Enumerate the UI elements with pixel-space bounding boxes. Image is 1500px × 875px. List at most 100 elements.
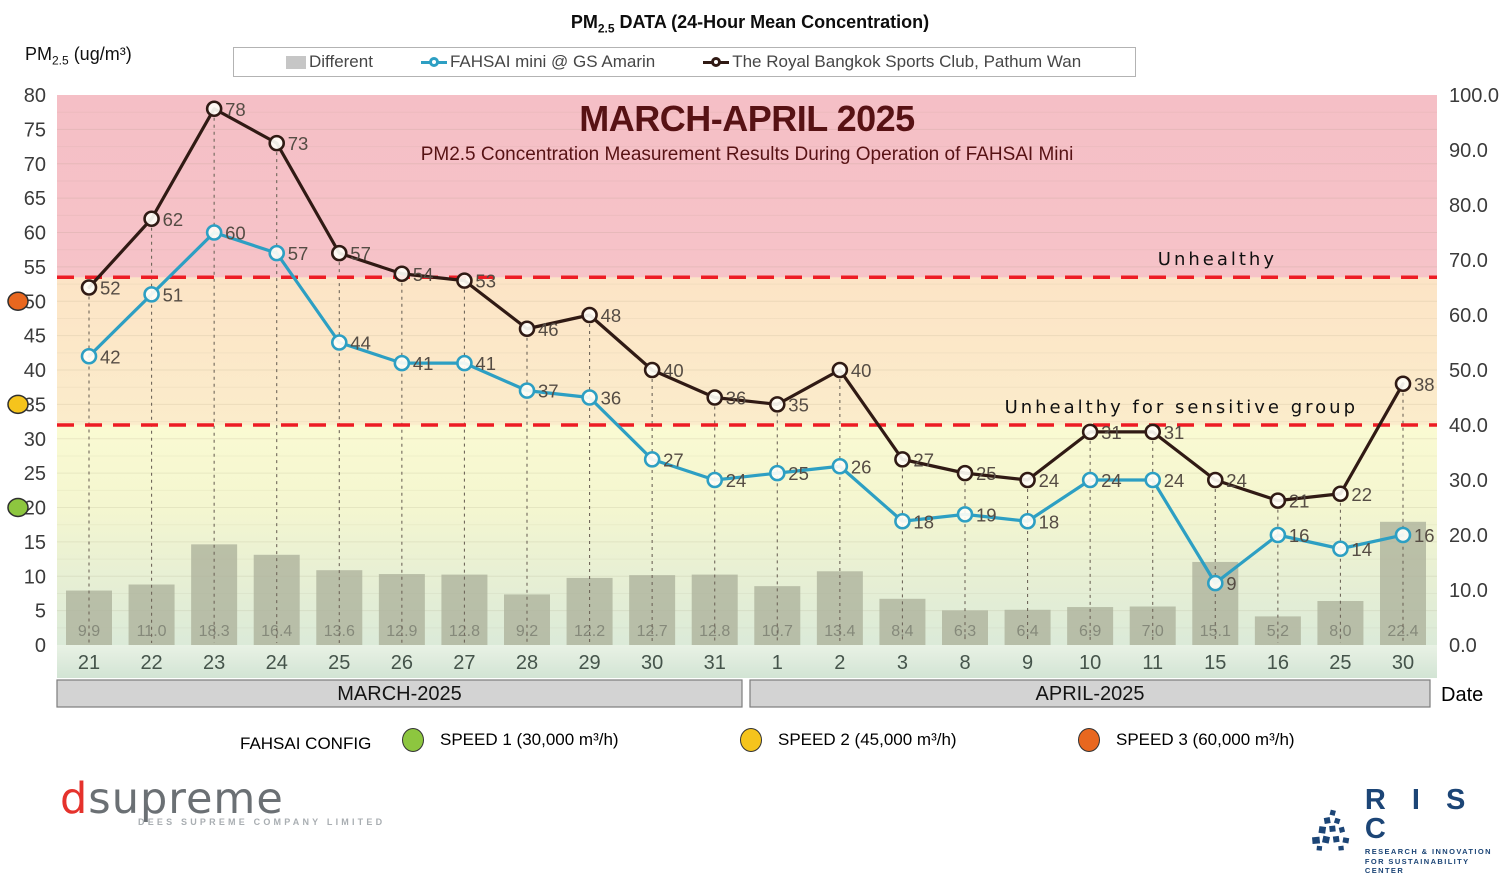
date-tick: 1 — [772, 652, 783, 674]
data-point — [268, 134, 286, 152]
data-point — [706, 471, 724, 489]
date-tick: 25 — [328, 652, 350, 674]
date-tick: 30 — [641, 652, 663, 674]
bar-label: 16.4 — [261, 623, 292, 640]
speed3-dot-icon — [1078, 728, 1100, 752]
speed-dot-icon — [7, 497, 29, 518]
right-axis-tick: 20.0 — [1449, 525, 1488, 547]
risc-tagline-1: RESEARCH & INNOVATION — [1364, 847, 1492, 856]
data-point — [581, 389, 598, 406]
point-label: 73 — [288, 133, 309, 154]
line-marker-icon — [703, 55, 730, 69]
point-label: 62 — [163, 209, 184, 230]
bar-label: 12.2 — [574, 623, 605, 640]
point-label: 25 — [788, 463, 809, 484]
data-point — [1332, 485, 1349, 503]
data-point — [1332, 540, 1349, 558]
left-axis-tick: 65 — [24, 188, 46, 210]
speed1-label: SPEED 1 (30,000 m³/h) — [440, 730, 619, 749]
point-label: 57 — [350, 243, 371, 264]
data-point — [581, 306, 598, 324]
point-label: 24 — [1164, 470, 1185, 491]
data-point — [1019, 512, 1036, 530]
point-label: 36 — [726, 388, 747, 409]
data-point — [518, 320, 536, 338]
point-label: 42 — [100, 346, 121, 367]
data-point — [1269, 526, 1287, 544]
left-axis-tick: 35 — [24, 394, 46, 416]
drop-lines — [88, 117, 1404, 643]
data-point — [330, 334, 348, 351]
date-tick: 8 — [959, 652, 970, 674]
date-tick: 30 — [1392, 652, 1414, 674]
point-label: 60 — [225, 223, 246, 244]
data-point — [1206, 471, 1224, 489]
page-title: PM2.5 DATA (24-Hour Mean Concentration) — [570, 12, 930, 36]
month-band — [749, 679, 1431, 708]
point-label: 22 — [1351, 484, 1372, 505]
data-point — [330, 244, 348, 262]
data-point — [1394, 375, 1412, 393]
line-series-fahsai: 42 51 60 57 44 41 41 37 36 27 24 25 26 18 19 18 24 24 9 16 1… — [80, 223, 1435, 594]
data-point — [1144, 471, 1162, 489]
speed2-label: SPEED 2 (45,000 m³/h) — [778, 730, 957, 749]
config-speed-3: SPEED 3 (60,000 m³/h) — [1078, 728, 1295, 752]
point-label: 40 — [663, 360, 684, 381]
right-axis-tick: 80.0 — [1449, 195, 1488, 217]
point-label: 24 — [1039, 470, 1060, 491]
data-point — [1269, 492, 1287, 509]
config-legend-title: FAHSAI CONFIG — [240, 734, 372, 753]
point-label: 37 — [538, 381, 559, 402]
data-point — [894, 451, 911, 468]
date-tick: 24 — [266, 652, 288, 674]
chart-subtitle: PM2.5 Concentration Measurement Results … — [421, 144, 1074, 165]
risc-logo: R I S C RESEARCH & INNOVATION FOR SUSTAI… — [1310, 786, 1500, 875]
threshold-label: Unhealthy — [1158, 249, 1277, 270]
data-point — [393, 265, 411, 283]
left-axis-tick: 5 — [35, 601, 46, 623]
date-tick: 21 — [78, 652, 100, 674]
x-axis-title: Date — [1441, 684, 1483, 706]
date-tick: 27 — [453, 652, 475, 674]
left-axis-tick: 50 — [24, 291, 46, 313]
point-label: 52 — [100, 278, 121, 299]
left-axis-tick: 55 — [24, 257, 46, 279]
data-point — [456, 354, 473, 372]
data-point — [456, 272, 473, 289]
right-axis-tick: 70.0 — [1449, 250, 1488, 272]
right-axis-tick: 60.0 — [1449, 305, 1488, 327]
date-tick: 9 — [1022, 652, 1033, 674]
date-tick: 10 — [1079, 652, 1101, 674]
right-axis-tick: 10.0 — [1449, 580, 1488, 602]
data-point — [768, 396, 786, 413]
point-label: 16 — [1414, 525, 1435, 546]
date-tick: 26 — [391, 652, 413, 674]
left-axis-tick: 75 — [24, 119, 46, 141]
threshold-label: Unhealthy for sensitive group — [1005, 397, 1358, 418]
risc-tagline-2: FOR SUSTAINABILITY CENTER — [1364, 857, 1470, 875]
date-tick: 28 — [516, 652, 538, 674]
date-tick: 11 — [1142, 652, 1163, 674]
right-axis-tick: 50.0 — [1449, 360, 1488, 382]
bar-label: 11.0 — [137, 623, 167, 640]
point-label: 38 — [1414, 374, 1435, 395]
point-label: 41 — [413, 353, 434, 374]
data-point — [143, 286, 160, 303]
point-label: 25 — [976, 463, 997, 484]
data-point — [205, 100, 223, 118]
bar-label: 13.6 — [324, 623, 355, 640]
date-tick: 16 — [1267, 652, 1289, 674]
speed1-dot-icon — [402, 728, 424, 752]
dsupreme-rest: supreme — [88, 774, 284, 824]
data-point — [643, 361, 661, 379]
legend-item-different: Different — [286, 52, 373, 72]
data-point — [768, 464, 786, 482]
data-point — [1081, 423, 1099, 441]
speed2-dot-icon — [740, 728, 762, 752]
point-label: 19 — [976, 504, 997, 525]
data-point — [706, 389, 724, 406]
left-axis-tick: 15 — [24, 532, 46, 554]
legend-item-royal: The Royal Bangkok Sports Club, Pathum Wa… — [703, 52, 1081, 72]
point-label: 9 — [1226, 573, 1236, 594]
data-point — [956, 506, 974, 523]
